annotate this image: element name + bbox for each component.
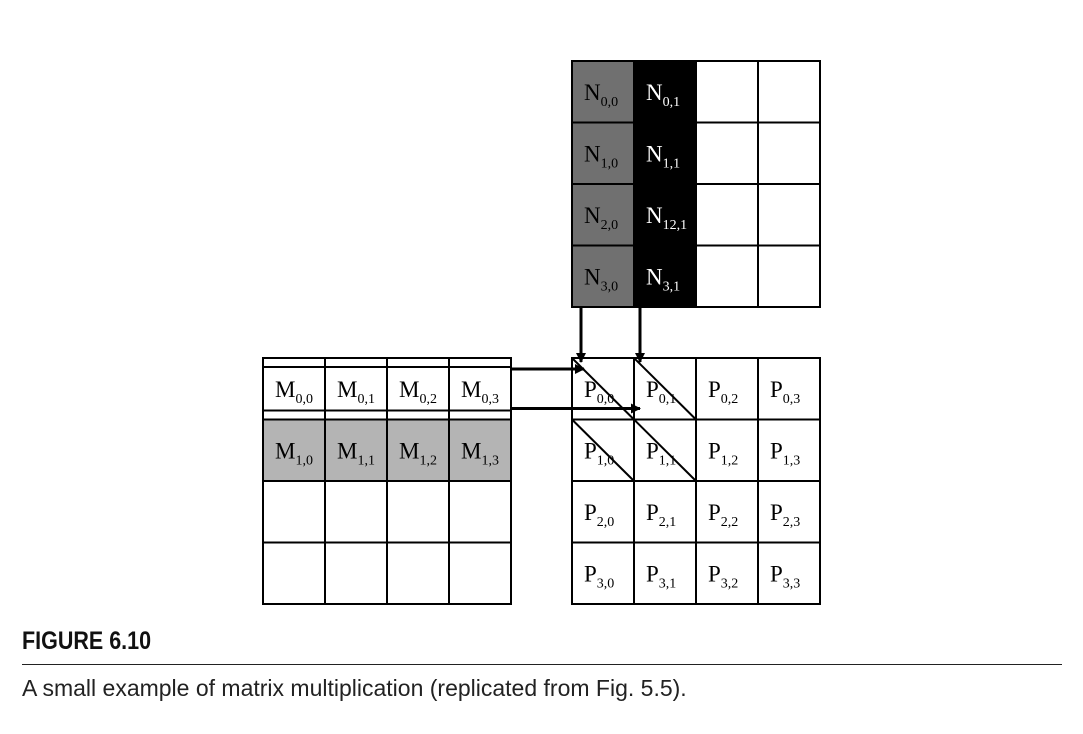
figure-divider xyxy=(22,664,1062,665)
matrix-n-cell xyxy=(633,60,697,124)
matrix-m-label: M0,1 xyxy=(337,377,375,407)
matrix-p-cell xyxy=(757,418,821,482)
matrix-n-label: N0,0 xyxy=(584,80,618,110)
matrix-p-cell xyxy=(695,480,759,544)
matrix-n-label: N1,1 xyxy=(646,141,680,171)
matrix-n-cell xyxy=(633,183,697,247)
matrix-p-label: P0,0 xyxy=(584,377,614,407)
matrix-m-label: M0,0 xyxy=(275,377,313,407)
p-cell-diagonal xyxy=(633,357,697,421)
matrix-n-cell xyxy=(571,183,635,247)
matrix-p-label: P1,0 xyxy=(584,438,614,468)
matrix-p-label: P2,2 xyxy=(708,500,738,530)
matrix-n-cell xyxy=(633,244,697,308)
p-cell-diagonal xyxy=(633,418,697,482)
matrix-n-cell xyxy=(695,244,759,308)
matrix-p-label: P1,2 xyxy=(708,438,738,468)
matrix-p-cell xyxy=(695,418,759,482)
matrix-m-cell xyxy=(448,418,512,482)
matrix-p-label: P1,1 xyxy=(646,438,676,468)
matrix-p-cell xyxy=(571,480,635,544)
matrix-m-label: M1,0 xyxy=(275,438,313,468)
matrix-m-cell xyxy=(262,480,326,544)
figure-label: FIGURE 6.10 xyxy=(22,627,152,655)
matrix-n-cell xyxy=(633,121,697,185)
matrix-n-cell xyxy=(757,244,821,308)
figure-caption: A small example of matrix multiplication… xyxy=(22,675,687,701)
matrix-p-label: P0,2 xyxy=(708,377,738,407)
matrix-n-cell xyxy=(695,60,759,124)
matrix-p-label: P2,1 xyxy=(646,500,676,530)
matrix-m-cell xyxy=(324,418,388,482)
matrix-m-cell xyxy=(262,357,326,421)
matrix-p-label: P3,1 xyxy=(646,561,676,591)
matrix-p-label: P2,0 xyxy=(584,500,614,530)
matrix-p-cell xyxy=(633,480,697,544)
matrix-m-cell xyxy=(386,418,450,482)
matrix-m-cell xyxy=(448,541,512,605)
matrix-p-label: P3,0 xyxy=(584,561,614,591)
matrix-m-cell xyxy=(448,480,512,544)
matrix-p-cell xyxy=(757,357,821,421)
matrix-p-label: P0,3 xyxy=(770,377,800,407)
matrix-n-cell xyxy=(757,121,821,185)
matrix-n-cell xyxy=(571,244,635,308)
matrix-m-label: M1,1 xyxy=(337,438,375,468)
matrix-m-label: M1,3 xyxy=(461,438,499,468)
matrix-n-cell xyxy=(757,60,821,124)
matrix-p-label: P2,3 xyxy=(770,500,800,530)
matrix-m-cell xyxy=(262,541,326,605)
matrix-p-cell xyxy=(633,541,697,605)
matrix-multiplication-diagram: N0,0 N0,1 N1,0 N1,1 N2,0 N12,1 N3,0 N3,1 M0,0 M0,… xyxy=(262,60,821,605)
matrix-m-cell xyxy=(448,357,512,421)
matrix-p-cell xyxy=(695,357,759,421)
matrix-m-cell xyxy=(324,480,388,544)
matrix-m-label: M1,2 xyxy=(399,438,437,468)
matrix-n-cell xyxy=(757,183,821,247)
matrix-m-label: M0,2 xyxy=(399,377,437,407)
p-cell-diagonal xyxy=(571,418,635,482)
matrix-p-label: P3,3 xyxy=(770,561,800,591)
matrix-p-label: P0,1 xyxy=(646,377,676,407)
matrix-p-cell xyxy=(757,480,821,544)
matrix-n-cell xyxy=(695,183,759,247)
matrix-m-cell xyxy=(324,541,388,605)
matrix-n-label: N3,0 xyxy=(584,264,618,294)
matrix-p-cell xyxy=(571,541,635,605)
matrix-n-cell xyxy=(571,60,635,124)
matrix-n-label: N12,1 xyxy=(646,203,687,233)
matrix-n-label: N3,1 xyxy=(646,264,680,294)
matrix-n-cell xyxy=(695,121,759,185)
matrix-p-label: P3,2 xyxy=(708,561,738,591)
matrix-m-label: M0,3 xyxy=(461,377,499,407)
matrix-n-cell xyxy=(571,121,635,185)
matrix-p-cell xyxy=(757,541,821,605)
matrix-n-label: N2,0 xyxy=(584,203,618,233)
matrix-n-label: N1,0 xyxy=(584,141,618,171)
matrix-p-cell xyxy=(695,541,759,605)
matrix-m-cell xyxy=(386,541,450,605)
matrix-p-label: P1,3 xyxy=(770,438,800,468)
matrix-n-label: N0,1 xyxy=(646,80,680,110)
matrix-m-cell xyxy=(386,480,450,544)
